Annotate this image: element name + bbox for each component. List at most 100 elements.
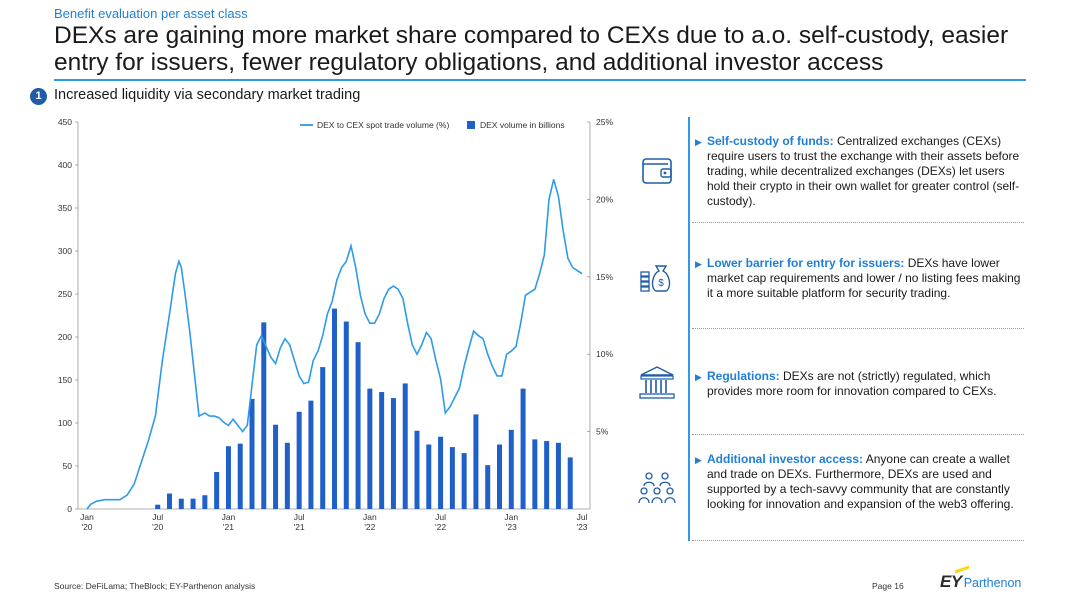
svg-text:$: $ (658, 278, 664, 289)
bar (343, 321, 349, 509)
benefit-text: DEXs are not (strictly) regulated, which… (707, 369, 997, 398)
tick-labels: 0 50 100 150 200 250 300 350 400 450 5% 10% 15% 20% 25… (58, 117, 614, 532)
bar (308, 400, 314, 509)
bar (261, 322, 267, 509)
bar (355, 342, 361, 509)
benefit-title: Regulations: (707, 369, 780, 383)
benefit-text: Centralized exchanges (CEXs) require use… (707, 134, 1020, 208)
bar (284, 442, 290, 509)
row-separator (692, 434, 1024, 435)
kicker-label: Benefit evaluation per asset class (54, 6, 248, 21)
bar (544, 441, 550, 509)
x-tick-label: Jul (435, 512, 446, 522)
bar (296, 411, 302, 509)
y-right-tick-label: 20% (596, 194, 613, 204)
money-bag-icon: $ (640, 265, 671, 292)
line-series (86, 179, 583, 510)
bar (390, 398, 396, 509)
bar (485, 465, 491, 509)
y-left-tick-label: 350 (58, 203, 72, 213)
bar (202, 495, 208, 509)
y-left-tick-label: 250 (58, 289, 72, 299)
bar (438, 436, 444, 509)
y-right-tick-label: 5% (596, 427, 609, 437)
benefit-title: Self-custody of funds: (707, 134, 834, 148)
bank-building-icon (639, 366, 675, 399)
bar (567, 457, 573, 509)
bar (532, 439, 538, 509)
bar (367, 388, 373, 509)
y-left-tick-label: 100 (58, 418, 72, 428)
x-tick-label: '20 (152, 522, 163, 532)
x-tick-label: Jan (80, 512, 94, 522)
bar (414, 430, 420, 509)
bullet-arrow-icon: ▶ (695, 455, 702, 465)
x-tick-label: '22 (435, 522, 446, 532)
bar (155, 504, 161, 509)
x-tick-label: '21 (223, 522, 234, 532)
bar (273, 424, 279, 509)
bullet-arrow-icon: ▶ (695, 259, 702, 269)
x-tick-label: Jul (577, 512, 588, 522)
row-separator (692, 328, 1024, 329)
bar (555, 442, 561, 509)
benefit-title: Lower barrier for entry for issuers: (707, 256, 905, 270)
y-left-tick-label: 50 (63, 461, 73, 471)
panel-divider (688, 117, 690, 541)
dex-volume-chart: 0 50 100 150 200 250 300 350 400 450 5% 10% 15% 20% 25… (58, 117, 614, 532)
y-right-tick-label: 15% (596, 272, 613, 282)
x-tick-label: Jan (222, 512, 236, 522)
benefit-title: Additional investor access: (707, 452, 864, 466)
y-right-tick-label: 10% (596, 349, 613, 359)
x-tick-label: Jul (294, 512, 305, 522)
bar (497, 444, 502, 509)
row-separator (692, 540, 1024, 541)
bar (449, 447, 455, 509)
bar (426, 444, 432, 509)
x-tick-label: Jan (363, 512, 377, 522)
bullet-arrow-icon: ▶ (695, 137, 702, 147)
page-number: Page 16 (872, 581, 904, 591)
x-tick-label: '20 (81, 522, 92, 532)
y-left-tick-label: 300 (58, 246, 72, 256)
row-separator (692, 222, 1024, 223)
community-icon (638, 472, 676, 504)
bar (320, 367, 326, 509)
bar (190, 498, 196, 509)
benefit-text: Anyone can create a wallet and trade on … (707, 452, 1014, 511)
y-left-tick-label: 450 (58, 117, 72, 127)
y-left-tick-label: 0 (67, 504, 72, 514)
legend-bar-label: DEX volume in billions (480, 120, 565, 130)
wallet-icon (642, 158, 672, 184)
benefit-text: DEXs have lower market cap requirements … (707, 256, 1021, 300)
section-title: Increased liquidity via secondary market… (54, 87, 361, 103)
page-title: DEXs are gaining more market share compa… (54, 22, 1009, 76)
bar (178, 498, 184, 509)
section-number-badge: 1 (30, 88, 47, 105)
source-note: Source: DeFiLama; TheBlock; EY-Parthenon… (54, 581, 256, 591)
x-tick-label: '23 (576, 522, 587, 532)
bar (249, 398, 255, 509)
bar (402, 383, 408, 509)
bar (225, 446, 231, 509)
x-tick-label: '22 (364, 522, 375, 532)
bar-series (155, 308, 573, 509)
bar (379, 392, 385, 509)
bar (508, 429, 514, 509)
title-underline (54, 79, 1026, 81)
bar (167, 493, 172, 509)
y-left-tick-label: 200 (58, 332, 72, 342)
y-left-tick-label: 400 (58, 160, 72, 170)
x-tick-label: '23 (506, 522, 517, 532)
bar (473, 414, 479, 509)
y-right-tick-label: 25% (596, 117, 613, 127)
bar (214, 472, 220, 509)
legend-line-label: DEX to CEX spot trade volume (%) (317, 120, 449, 130)
bar (520, 388, 526, 509)
chart-legend: DEX to CEX spot trade volume (%) DEX volu… (300, 120, 565, 130)
bullet-arrow-icon: ▶ (695, 372, 702, 382)
ey-parthenon-logo: EY Parthenon (940, 565, 1021, 594)
bar (461, 453, 467, 509)
bar (332, 308, 337, 509)
bar (237, 443, 243, 509)
